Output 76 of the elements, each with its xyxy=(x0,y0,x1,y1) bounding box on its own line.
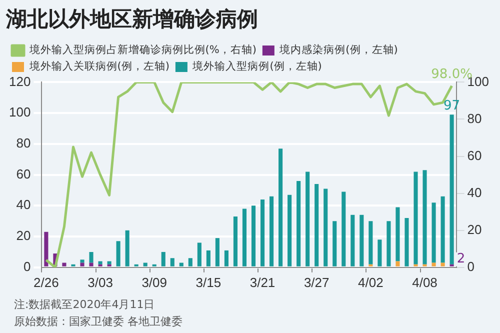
bar xyxy=(170,258,174,266)
bar xyxy=(270,196,274,266)
bar xyxy=(386,221,391,266)
x-tick-label: 3/15 xyxy=(196,274,222,290)
bar xyxy=(432,262,436,266)
bar xyxy=(314,184,319,266)
legend-label: 境外输入型病例(例，左轴) xyxy=(192,60,322,73)
bar xyxy=(368,221,373,264)
x-tick-label: 4/02 xyxy=(358,274,384,290)
y-tick-label: 120 xyxy=(8,74,31,89)
bar xyxy=(432,202,436,263)
bar xyxy=(179,262,184,266)
y-tick-label: 0 xyxy=(23,258,31,274)
x-tick-label: 3/27 xyxy=(304,274,330,290)
bar xyxy=(306,172,310,266)
bar xyxy=(116,241,120,266)
bar xyxy=(89,262,94,266)
bar xyxy=(440,262,445,266)
text: 原始数据：国家卫健委 各地卫健委 xyxy=(14,314,184,330)
bar xyxy=(197,242,202,266)
y2-tick-label: 0 xyxy=(467,258,475,274)
x-tick-label: 3/21 xyxy=(250,274,276,290)
bar xyxy=(233,216,238,266)
chart-title: 湖北以外地区新增确诊病例 xyxy=(5,7,258,32)
bar xyxy=(80,260,84,263)
y-tick-label: 100 xyxy=(8,104,31,120)
bar xyxy=(396,261,400,266)
bar xyxy=(422,170,427,264)
bar xyxy=(342,192,346,266)
bar xyxy=(62,262,66,266)
y-tick-label: 60 xyxy=(16,166,31,182)
bar xyxy=(107,261,112,264)
text: 注:数据截至2020年4月11日 xyxy=(14,297,156,313)
bar xyxy=(360,214,364,266)
bar xyxy=(288,194,292,266)
y2-tick-label: 60 xyxy=(467,148,482,163)
x-tick-label: 4/08 xyxy=(412,274,438,290)
bar xyxy=(143,262,148,266)
bar xyxy=(324,188,328,266)
y2-tick-label: 20 xyxy=(467,222,482,237)
bar xyxy=(80,262,84,266)
x-tick-label: 3/03 xyxy=(88,274,113,290)
x-tick-label: 2/26 xyxy=(34,274,59,290)
y-tick-label: 20 xyxy=(16,228,31,244)
bar xyxy=(414,172,418,264)
bar xyxy=(98,261,102,264)
bar xyxy=(125,230,130,266)
bar xyxy=(332,221,337,266)
bar xyxy=(251,206,256,266)
bar xyxy=(296,180,301,266)
legend-label: 境内感染病例(例，左轴) xyxy=(278,43,398,56)
bar xyxy=(278,148,283,266)
bar xyxy=(260,199,265,266)
data-label: 97 xyxy=(444,98,460,114)
bar xyxy=(242,208,247,266)
bar xyxy=(450,114,454,264)
bar xyxy=(188,258,192,266)
bar xyxy=(378,240,382,266)
bar xyxy=(440,196,445,263)
bar xyxy=(350,214,355,266)
bar xyxy=(161,252,166,266)
bar xyxy=(224,250,228,266)
y2-tick-label: 40 xyxy=(467,184,482,200)
x-tick-label: 3/09 xyxy=(142,274,168,290)
bar xyxy=(215,238,220,266)
bar xyxy=(44,232,48,266)
data-label: 2 xyxy=(456,252,466,267)
legend-label: 境外输入型病例占新增确诊病例比例(%，右轴) xyxy=(28,43,256,56)
legend-label: 境外输入关联病例(例，左轴) xyxy=(28,60,170,73)
y-tick-label: 80 xyxy=(16,136,31,151)
y-tick-label: 40 xyxy=(16,197,31,212)
bar xyxy=(404,218,409,266)
y2-tick-label: 80 xyxy=(467,110,482,126)
bar xyxy=(396,207,400,262)
bar xyxy=(89,252,94,263)
bar xyxy=(206,250,210,266)
